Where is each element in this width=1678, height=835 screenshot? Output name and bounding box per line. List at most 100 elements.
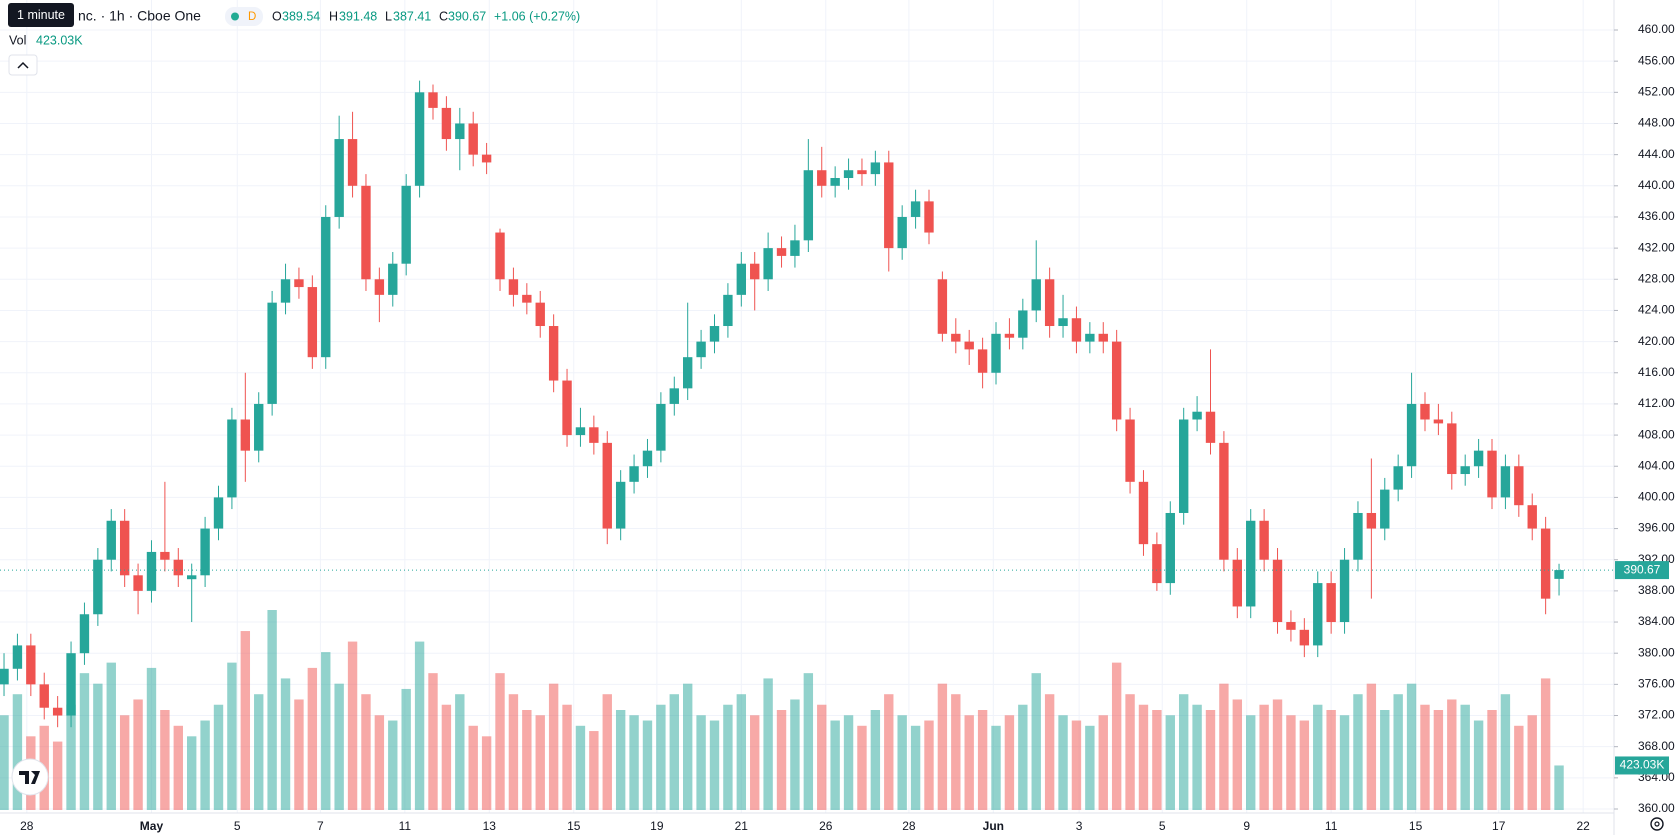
candle-body	[294, 279, 304, 288]
logo-badge[interactable]	[11, 758, 49, 796]
volume-bar	[977, 710, 988, 810]
volume-bar	[187, 736, 197, 810]
volume-bar	[683, 683, 693, 810]
volume-bar	[991, 725, 1001, 810]
symbol-title[interactable]: nc. · 1h · Cboe One	[78, 8, 201, 24]
volume-bar	[374, 715, 385, 810]
volume-bar	[1500, 694, 1511, 810]
y-tick-label: 428.00	[1638, 271, 1675, 285]
l-label: L	[385, 9, 392, 23]
candle-body	[1460, 466, 1470, 475]
x-tick-label: Jun	[983, 819, 1004, 833]
volume-bar	[709, 720, 720, 810]
candle-body	[254, 403, 264, 451]
candle-body	[1058, 318, 1068, 327]
volume-bar	[508, 694, 519, 810]
candle-body	[642, 450, 653, 467]
y-tick-label: 396.00	[1638, 521, 1675, 535]
candle-body	[1178, 419, 1189, 513]
price-tag	[1615, 561, 1669, 580]
candle-body	[991, 333, 1001, 373]
volume-bar	[495, 673, 505, 810]
y-tick-label: 444.00	[1638, 147, 1675, 161]
x-tick-label: May	[140, 819, 164, 833]
candle-body	[1165, 512, 1175, 584]
candle-body	[173, 559, 183, 576]
status-dot	[231, 12, 239, 21]
candle-body	[1299, 629, 1310, 646]
candle-body	[468, 123, 478, 155]
y-tick-label: 436.00	[1638, 209, 1675, 223]
candle-body	[481, 154, 492, 163]
candle-body	[441, 107, 452, 140]
settings-icon[interactable]	[1650, 817, 1664, 831]
volume-bar	[66, 704, 76, 810]
candle-body	[414, 92, 425, 186]
volume-bar	[227, 662, 237, 810]
candle-body	[1286, 622, 1296, 630]
volume-bar	[1044, 694, 1055, 810]
y-tick-label: 376.00	[1638, 677, 1675, 691]
y-tick-label: 460.00	[1638, 22, 1675, 36]
logo	[19, 771, 40, 784]
c-value: 390.67	[448, 9, 486, 23]
volume-bar	[602, 694, 612, 810]
candle-body	[1219, 442, 1229, 560]
volume-bar	[522, 710, 532, 810]
candle-body	[723, 294, 733, 327]
candle-body	[1514, 466, 1524, 506]
candle-body	[951, 333, 961, 342]
volume-bar	[1393, 694, 1403, 810]
volume-bar	[334, 683, 344, 810]
volume-bar	[1205, 710, 1216, 810]
candle-body	[884, 162, 894, 249]
candle-body	[1433, 419, 1444, 424]
volume-bar	[1554, 765, 1564, 810]
candle-body	[401, 185, 411, 264]
candle-body	[1393, 466, 1403, 490]
volume-bar	[468, 725, 478, 810]
candle-body	[696, 341, 706, 358]
volume-bar	[763, 678, 773, 810]
candle-body	[495, 232, 505, 280]
candle-body	[1246, 520, 1256, 607]
volume-bar	[575, 725, 586, 810]
volume-bar	[1353, 694, 1363, 810]
candle-body	[1406, 403, 1417, 467]
volume-bar	[119, 715, 130, 810]
y-tick-label: 408.00	[1638, 427, 1675, 441]
c-label: C	[439, 9, 448, 23]
volume-bar	[548, 683, 559, 810]
flag: D	[248, 11, 256, 23]
volume-bar	[1192, 704, 1202, 810]
y-tick-label: 384.00	[1638, 614, 1675, 628]
volume-bar	[1286, 715, 1296, 810]
volume-bar	[1004, 715, 1015, 810]
candle-body	[39, 684, 49, 708]
volume-bar	[133, 699, 143, 810]
volume-bar	[1313, 704, 1323, 810]
candle-body	[1085, 333, 1095, 342]
collapse-button[interactable]	[8, 54, 38, 76]
y-tick-label: 424.00	[1638, 303, 1675, 317]
volume-bar	[1246, 715, 1256, 810]
volume-bar	[1366, 683, 1377, 810]
volume-bar	[951, 694, 961, 810]
volume-bar	[642, 720, 653, 810]
candle-body	[133, 575, 143, 591]
volume-bar	[1380, 710, 1390, 810]
candle-body	[535, 302, 545, 327]
y-tick-label: 360.00	[1638, 801, 1675, 815]
candle-body	[12, 645, 23, 669]
volume-bar	[1111, 662, 1122, 810]
y-tick-label: 412.00	[1638, 396, 1675, 410]
volume-bar	[294, 699, 304, 810]
candle-body	[347, 139, 358, 186]
y-tick-label: 432.00	[1638, 240, 1675, 254]
candle-body	[1500, 466, 1511, 498]
volume-bar	[1071, 720, 1082, 810]
volume-layer	[0, 610, 1564, 810]
volume-bar	[790, 699, 800, 810]
candle-body	[455, 123, 465, 140]
